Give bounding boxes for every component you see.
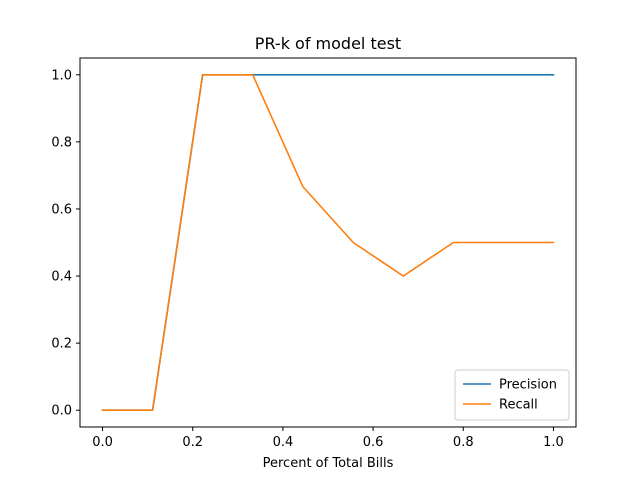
legend: Precision Recall: [454, 369, 570, 421]
chart-title: PR-k of model test: [255, 34, 401, 53]
y-axis-ticks: 0.0 0.2 0.4 0.6 0.8 1.0: [51, 68, 80, 419]
legend-box: [454, 369, 570, 421]
series-line-recall: [101, 73, 555, 412]
x-axis-ticks: 0.0 0.2 0.4 0.6 0.8 1.0: [92, 427, 564, 450]
x-tick-label: 1.0: [543, 435, 564, 450]
y-tick-label: 0.8: [51, 135, 72, 150]
plot-area: [101, 73, 555, 412]
legend-label-precision: Precision: [499, 378, 557, 393]
y-tick-label: 0.6: [51, 202, 72, 217]
y-tick-label: 0.2: [51, 337, 72, 352]
x-tick-label: 0.8: [453, 435, 474, 450]
y-tick-label: 0.0: [51, 404, 72, 419]
x-tick-label: 0.0: [92, 435, 113, 450]
y-tick-label: 0.4: [51, 270, 72, 285]
x-tick-label: 0.6: [363, 435, 384, 450]
axes-frame: [79, 57, 577, 428]
legend-label-recall: Recall: [499, 398, 538, 413]
x-tick-label: 0.4: [273, 435, 294, 450]
y-tick-label: 1.0: [51, 68, 72, 83]
x-tick-label: 0.2: [182, 435, 203, 450]
x-axis-label: Percent of Total Bills: [263, 456, 394, 471]
